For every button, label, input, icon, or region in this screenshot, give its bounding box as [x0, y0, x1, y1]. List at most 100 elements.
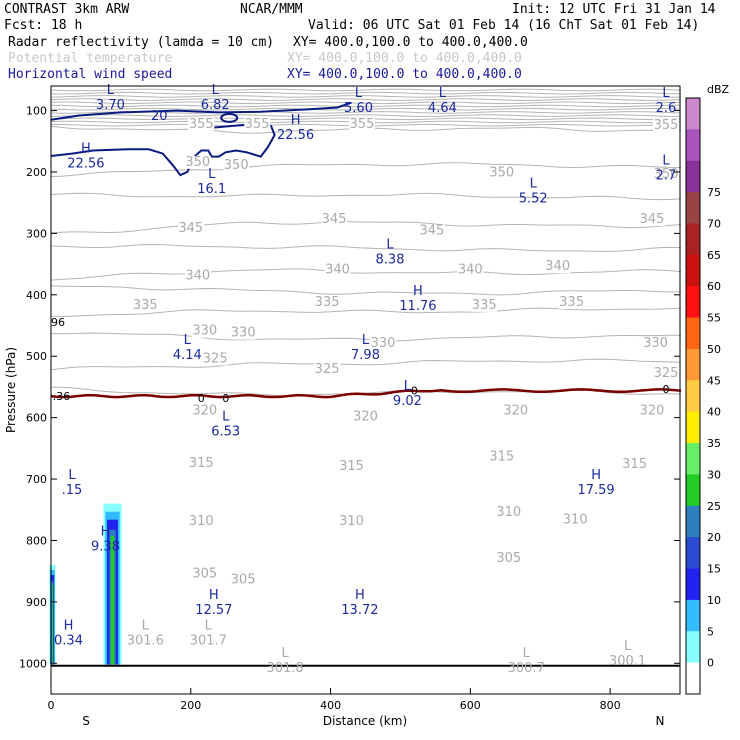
theta-label-bg — [544, 260, 571, 274]
colorbar-unit: dBZ — [707, 83, 730, 96]
colorbar-swatch — [686, 631, 700, 664]
colorbar-frame — [685, 97, 701, 695]
theta-contour-label: 340 — [458, 262, 483, 277]
theta-contour-upper — [50, 114, 681, 117]
wind-extreme-value: 6.82 — [201, 98, 230, 113]
y-tick-label: 200 — [26, 166, 47, 179]
theta-contour-label: 320 — [353, 410, 378, 425]
theta-label-bg — [558, 295, 585, 309]
wind-extreme-value: 11.76 — [399, 299, 436, 314]
wind-extreme-value: 22.56 — [67, 156, 104, 171]
wind-extreme-marker: L — [530, 176, 538, 191]
theta-contour-label: 340 — [325, 262, 350, 277]
wind-extreme-value: 6.53 — [211, 425, 240, 440]
colorbar-swatch — [686, 160, 700, 193]
theta-contour-label: 345 — [419, 224, 444, 239]
theta-contour-label: 350 — [489, 165, 514, 180]
y-tick-label: 700 — [26, 473, 47, 486]
wind-extreme-value: 13.72 — [341, 603, 378, 618]
theta-extreme-value: 300.7 — [508, 661, 545, 676]
model-title: CONTRAST 3km ARW — [4, 2, 129, 17]
wind-extreme-value: 8.38 — [376, 253, 405, 268]
theta-label-bg — [230, 326, 257, 340]
wind-extreme-marker: L — [386, 238, 394, 253]
colorbar-label: 25 — [707, 500, 721, 513]
theta-contour-label: 310 — [189, 514, 214, 529]
theta-contour-label: 330 — [192, 324, 217, 339]
theta-contour-315 — [50, 332, 681, 342]
wind-extreme-value: 5.60 — [344, 101, 373, 116]
wind-extreme-marker: L — [439, 86, 447, 101]
wind-extreme-value: 9.02 — [393, 394, 422, 409]
theta-contour-label: 335 — [315, 295, 340, 310]
theta-contour-label: 350 — [185, 155, 210, 170]
south-label: S — [82, 714, 90, 728]
y-tick-label: 600 — [26, 412, 47, 425]
theta-label-bg — [244, 117, 271, 131]
theta-contour-label: 305 — [231, 573, 256, 588]
colorbar-swatch — [686, 98, 700, 130]
theta-label-bg — [191, 404, 218, 418]
init-time: Init: 12 UTC Fri 31 Jan 14 — [512, 2, 716, 17]
wind-extreme-marker: L — [208, 167, 216, 182]
theta-contour-label: 355 — [654, 118, 679, 133]
theta-label-bg — [562, 513, 589, 527]
theta-contour-label: 355 — [350, 117, 375, 132]
wind-extreme-value: 7.98 — [351, 348, 380, 363]
x-tick-label: 0 — [48, 699, 55, 712]
theta-contour-335 — [50, 243, 682, 252]
theta-contour-label: 330 — [371, 336, 396, 351]
x-tick-label: 600 — [460, 699, 481, 712]
reflectivity-band — [110, 535, 115, 665]
colorbar-swatch — [686, 223, 700, 256]
theta-label-bg — [495, 552, 522, 565]
y-tick-label: 300 — [26, 227, 47, 240]
colorbar-label: 65 — [707, 249, 721, 262]
reflectivity-cell-edge — [49, 565, 56, 665]
colorbar-swatch — [686, 348, 700, 381]
colorbar-swatch — [686, 537, 700, 570]
colorbar-label: 50 — [707, 343, 721, 356]
theta-contour-320 — [50, 307, 682, 317]
theta-extreme-value: 301.8 — [266, 661, 303, 676]
theta-contour-upper — [50, 95, 682, 98]
theta-label-bg — [352, 410, 379, 424]
wind-extreme-value: 2.6 — [656, 101, 677, 116]
colorbar-label: 60 — [707, 280, 721, 293]
reflectivity-cell-main — [103, 503, 122, 665]
x-tick-label: 800 — [600, 699, 621, 712]
theta-label-bg — [177, 222, 204, 236]
y-axis-label: Pressure (hPa) — [4, 347, 18, 433]
theta-label-bg — [191, 567, 218, 581]
theta-contour-label: 320 — [640, 404, 665, 419]
colorbar-label: 75 — [707, 186, 721, 199]
theta-contour-label: 330 — [231, 326, 256, 341]
theta-label-bg — [653, 367, 679, 381]
theta-contour-label: 310 — [339, 514, 364, 529]
north-label: N — [656, 714, 665, 728]
theta-label-bg — [202, 352, 229, 366]
theta-contour-325 — [50, 285, 682, 296]
theta-contour-label: 335 — [559, 295, 584, 310]
wind-extreme-value: 5.52 — [519, 191, 548, 206]
theta-extreme-value: 301.7 — [190, 634, 227, 649]
plot-frame — [50, 85, 681, 695]
theta-label-bg — [349, 117, 375, 131]
theta-contour-label: 345 — [640, 212, 665, 227]
theta-label-bg — [488, 166, 515, 180]
theta-contour-label: 315 — [189, 456, 214, 471]
forecast-hour: Fcst: 18 h — [4, 18, 82, 33]
theta-label-bg — [639, 404, 665, 418]
theta-label-bg — [457, 263, 484, 277]
theta-contour-upper — [50, 91, 682, 95]
theta-contour-upper — [50, 104, 682, 108]
x-tick-label: 200 — [180, 699, 201, 712]
theta-contour-label: 345 — [322, 212, 347, 227]
wind-extreme-value: 9.38 — [91, 540, 120, 555]
y-tick-label: 800 — [26, 535, 47, 548]
colorbar-swatch — [686, 568, 700, 601]
theta-label-bg — [184, 155, 211, 169]
y-tick-label: 500 — [26, 350, 47, 363]
theta-contour-label: 350 — [224, 158, 249, 173]
